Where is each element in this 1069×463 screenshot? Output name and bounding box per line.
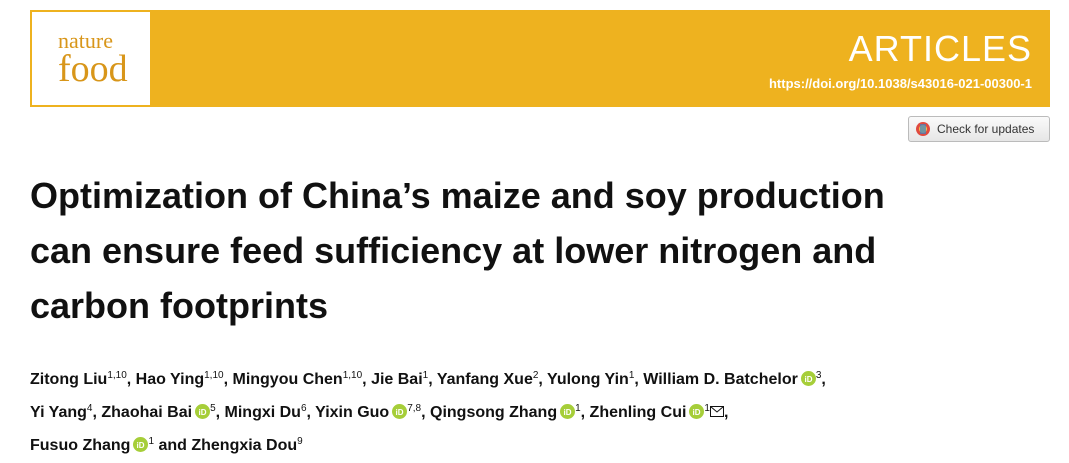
orcid-icon[interactable]: iD (560, 399, 576, 430)
orcid-icon[interactable]: iD (133, 432, 149, 463)
affiliation: 1 (422, 370, 429, 381)
orcid-icon[interactable]: iD (689, 399, 705, 430)
author-name[interactable]: Jie Bai (371, 371, 423, 388)
affiliation: 5 (210, 403, 216, 414)
affiliation: 9 (297, 436, 303, 447)
check-icon (916, 122, 930, 136)
author-name[interactable]: Mingyou Chen (232, 371, 343, 388)
author-name[interactable]: Yi Yang (30, 404, 87, 421)
svg-text:iD: iD (199, 408, 207, 417)
author-name[interactable]: Mingxi Du (224, 404, 301, 421)
author-name[interactable]: Yixin Guo (315, 404, 390, 421)
author-list: Zitong Liu1,10, Hao Ying1,10, Mingyou Ch… (30, 364, 1060, 463)
affiliation: 4 (86, 403, 93, 414)
affiliation: 1 (704, 403, 710, 414)
journal-banner: nature food ARTICLES https://doi.org/10.… (30, 10, 1050, 107)
affiliation: 1 (148, 436, 154, 447)
author-name[interactable]: Hao Ying (135, 371, 205, 388)
affiliation: 1 (628, 370, 635, 381)
check-updates-button[interactable]: Check for updates (908, 116, 1050, 142)
separator: , (421, 404, 430, 421)
author-name[interactable]: Zhenling Cui (589, 404, 687, 421)
separator: , (362, 371, 372, 388)
separator: , (580, 404, 590, 421)
affiliation: 3 (815, 370, 822, 381)
email-icon[interactable] (709, 404, 724, 421)
orcid-icon[interactable]: iD (195, 399, 211, 430)
title-line: can ensure feed sufficiency at lower nit… (30, 230, 877, 271)
svg-text:iD: iD (564, 408, 572, 417)
separator: , (306, 404, 316, 421)
author-name[interactable]: Fusuo Zhang (30, 437, 131, 454)
separator: , (821, 371, 826, 388)
affiliation: 7,8 (407, 403, 422, 414)
svg-text:iD: iD (137, 441, 145, 450)
author-line: Fusuo Zhang iD 1 and Zhengxia Dou9 (30, 430, 1060, 463)
separator: , (723, 404, 729, 421)
affiliation: 1 (575, 403, 581, 414)
svg-text:iD: iD (804, 375, 812, 384)
separator: , (223, 371, 233, 388)
svg-text:iD: iD (396, 408, 404, 417)
author-line: Zitong Liu1,10, Hao Ying1,10, Mingyou Ch… (30, 364, 1060, 397)
separator: , (215, 404, 225, 421)
title-line: Optimization of China’s maize and soy pr… (30, 175, 885, 216)
title-line: carbon footprints (30, 285, 328, 326)
article-title: Optimization of China’s maize and soy pr… (30, 168, 1050, 333)
orcid-icon[interactable]: iD (800, 366, 816, 397)
affiliation: 1,10 (342, 370, 363, 381)
author-name[interactable]: Qingsong Zhang (430, 404, 558, 421)
author-name[interactable]: Zhengxia Dou (191, 437, 298, 454)
separator: , (126, 371, 136, 388)
affiliation: 1,10 (107, 370, 127, 381)
logo-text: food (58, 48, 128, 90)
author-name[interactable]: William D. Batchelor (643, 371, 798, 388)
svg-text:iD: iD (693, 408, 701, 417)
affiliation: 2 (532, 370, 539, 381)
doi-link[interactable]: https://doi.org/10.1038/s43016-021-00300… (768, 76, 1032, 91)
affiliation: 1,10 (204, 370, 224, 381)
orcid-icon[interactable]: iD (392, 399, 408, 430)
separator: , (428, 371, 437, 388)
author-name[interactable]: Yulong Yin (547, 371, 629, 388)
separator: , (538, 371, 548, 388)
affiliation: 6 (300, 403, 307, 414)
author-name[interactable]: Yanfang Xue (436, 371, 533, 388)
section-label: ARTICLES (848, 28, 1032, 69)
author-name[interactable]: Zitong Liu (30, 371, 108, 388)
author-line: Yi Yang4, Zhaohai Bai iD 5, Mingxi Du6, Yi… (30, 397, 1060, 430)
journal-logo[interactable]: nature food (32, 12, 150, 105)
separator: , (92, 404, 102, 421)
separator: , (634, 371, 644, 388)
logo-text: nature (58, 28, 113, 53)
separator: and (154, 437, 192, 454)
button-label: Check for updates (937, 122, 1035, 136)
author-name[interactable]: Zhaohai Bai (101, 404, 193, 421)
